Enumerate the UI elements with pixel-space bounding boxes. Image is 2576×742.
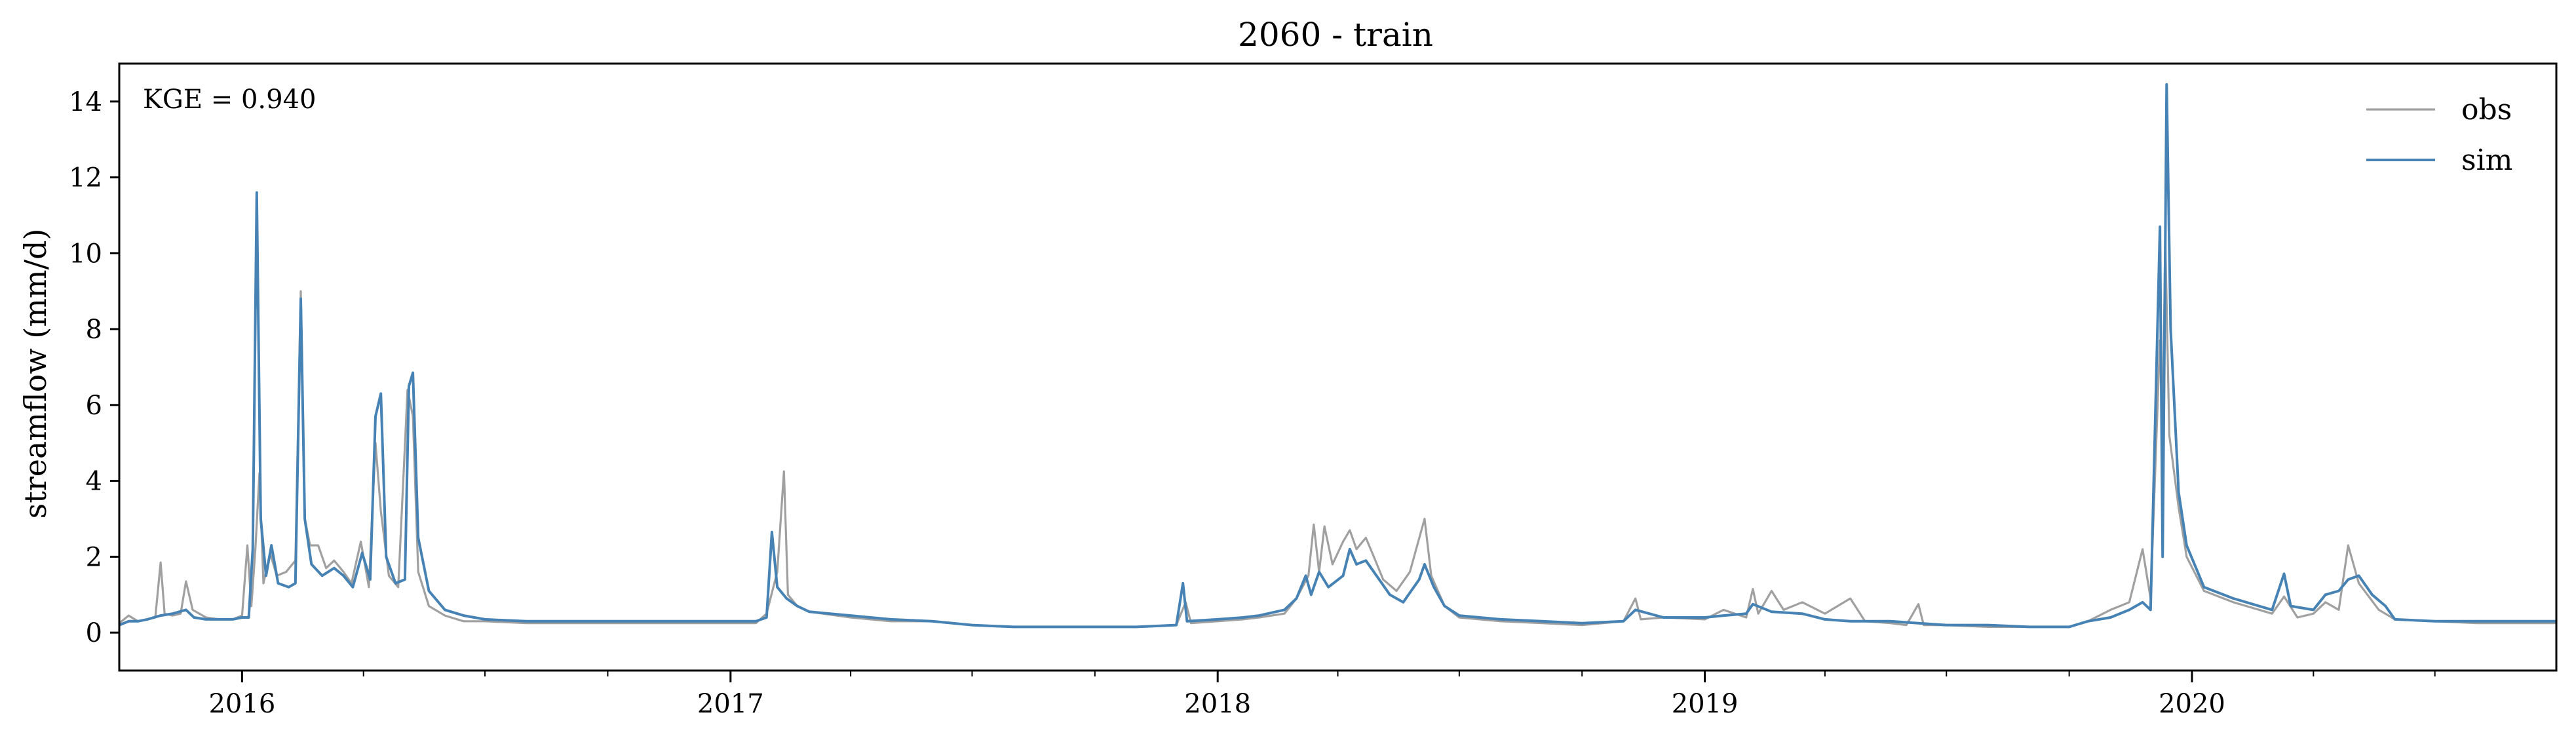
y-tick-label: 6 xyxy=(86,391,102,421)
y-tick-label: 4 xyxy=(86,467,102,497)
x-tick-label: 2018 xyxy=(1184,689,1251,719)
legend-label-obs: obs xyxy=(2461,93,2512,127)
y-tick-label: 8 xyxy=(86,315,102,345)
chart-title: 2060 - train xyxy=(1238,16,1433,54)
legend-label-sim: sim xyxy=(2461,144,2512,177)
x-axis: 2016 2017 2018 2019 2020 xyxy=(208,671,2436,719)
x-tick-label: 2019 xyxy=(1672,689,1739,719)
kge-annotation: KGE = 0.940 xyxy=(143,85,317,115)
y-axis: 0 2 4 6 8 10 12 14 xyxy=(69,87,119,648)
y-tick-label: 2 xyxy=(86,542,102,572)
y-tick-label: 10 xyxy=(69,239,102,269)
legend: obs sim xyxy=(2366,93,2512,177)
x-tick-label: 2020 xyxy=(2159,689,2225,719)
plot-area xyxy=(118,62,2558,672)
series-line-sim xyxy=(119,83,2556,629)
y-tick-label: 14 xyxy=(69,87,102,117)
y-axis-label: streamflow (mm/d) xyxy=(18,229,53,519)
x-tick-label: 2016 xyxy=(208,689,275,719)
series-line-obs xyxy=(118,237,2556,628)
y-tick-label: 0 xyxy=(86,618,102,648)
x-tick-label: 2017 xyxy=(697,689,764,719)
series-layer xyxy=(118,83,2556,629)
y-tick-label: 12 xyxy=(69,163,102,193)
